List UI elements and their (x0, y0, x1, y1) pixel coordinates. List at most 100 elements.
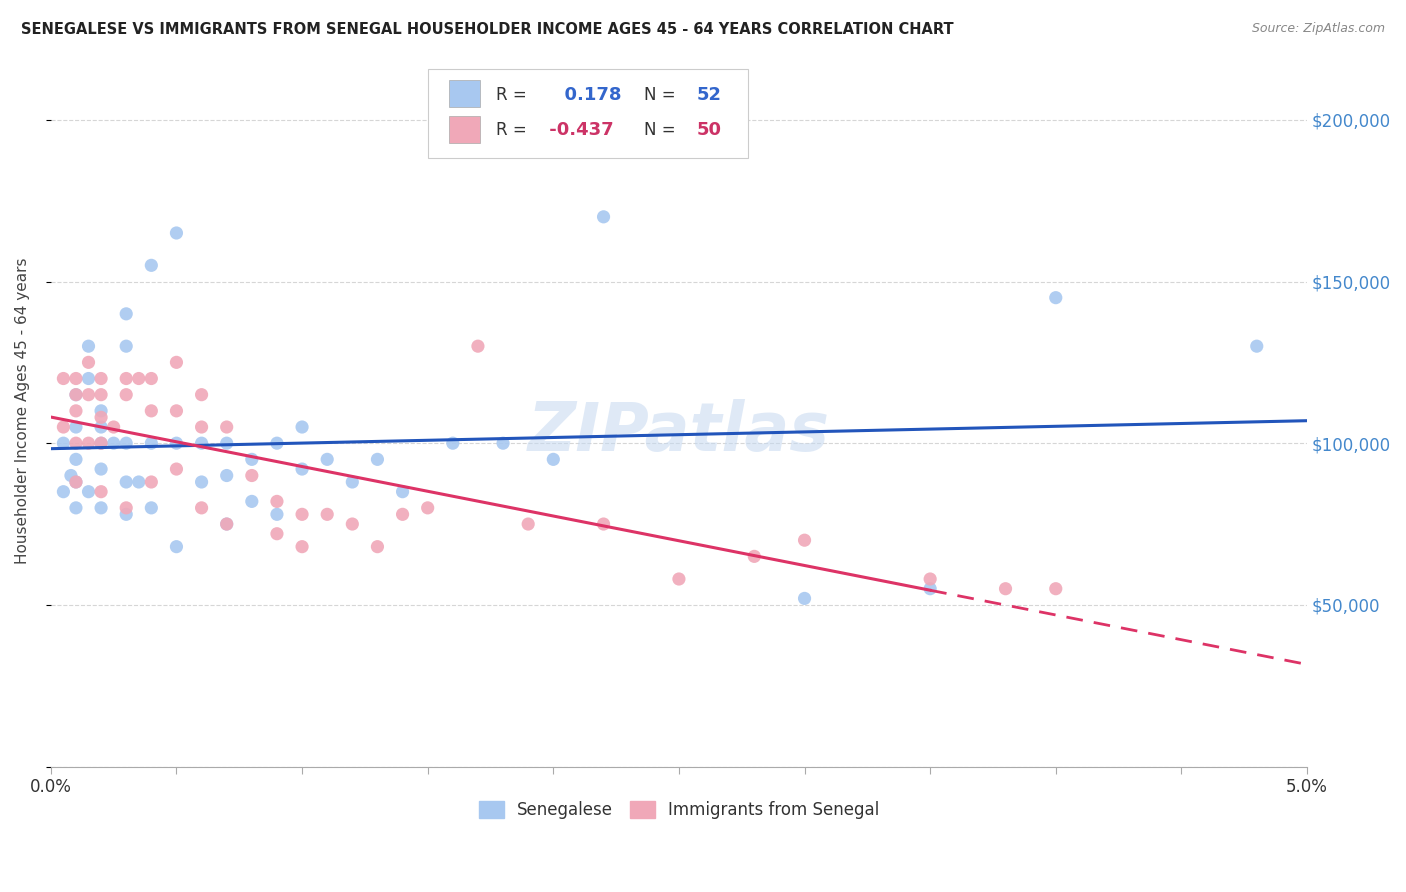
Point (141, 475, 163, 489)
Point (141, 371, 163, 385)
Point (65, 404, 87, 418)
Point (1246, 339, 1268, 353)
Point (115, 339, 138, 353)
Point (90, 371, 112, 385)
Point (291, 462, 314, 476)
Point (77, 484, 100, 499)
Text: 52: 52 (696, 86, 721, 103)
Point (467, 339, 489, 353)
Text: R =: R = (495, 86, 526, 103)
Point (920, 582, 942, 596)
Point (592, 210, 614, 224)
Point (994, 582, 1017, 596)
Point (141, 500, 163, 515)
Point (65, 387, 87, 401)
Point (215, 420, 238, 434)
Point (366, 452, 388, 467)
Point (115, 371, 138, 385)
Point (793, 591, 815, 606)
Text: N =: N = (644, 86, 675, 103)
Point (90, 420, 112, 434)
Point (240, 468, 263, 483)
Point (115, 387, 138, 401)
Text: 50: 50 (696, 121, 721, 139)
Point (793, 533, 815, 548)
Point (115, 436, 138, 450)
Point (266, 526, 288, 541)
Point (141, 404, 163, 418)
Point (165, 404, 187, 418)
Point (742, 549, 765, 564)
Text: N =: N = (644, 121, 675, 139)
Point (128, 371, 150, 385)
Point (342, 475, 364, 489)
Point (165, 540, 187, 554)
Point (266, 494, 288, 508)
Point (190, 387, 212, 401)
Point (115, 508, 138, 522)
Point (190, 475, 212, 489)
Point (165, 355, 187, 369)
Point (128, 475, 150, 489)
Point (65, 420, 87, 434)
Point (77, 387, 100, 401)
Bar (449, 116, 481, 143)
Text: ZIPatlas: ZIPatlas (527, 400, 830, 466)
Point (115, 500, 138, 515)
Point (90, 484, 112, 499)
Point (65, 436, 87, 450)
Point (1045, 291, 1067, 305)
Point (1045, 582, 1067, 596)
Point (291, 420, 314, 434)
Point (190, 500, 212, 515)
Point (266, 436, 288, 450)
Point (215, 468, 238, 483)
Point (103, 436, 125, 450)
Point (52, 420, 75, 434)
Point (668, 572, 690, 586)
Point (115, 475, 138, 489)
Point (65, 371, 87, 385)
Point (52, 484, 75, 499)
Point (90, 436, 112, 450)
Point (115, 307, 138, 321)
Text: 0.178: 0.178 (553, 86, 621, 103)
Bar (449, 80, 481, 107)
Point (342, 516, 364, 531)
Point (59, 468, 82, 483)
Point (266, 508, 288, 522)
Point (215, 516, 238, 531)
Point (391, 508, 413, 522)
Point (240, 452, 263, 467)
Point (77, 339, 100, 353)
Text: R =: R = (495, 121, 526, 139)
Text: -0.437: -0.437 (543, 121, 614, 139)
Text: SENEGALESE VS IMMIGRANTS FROM SENEGAL HOUSEHOLDER INCOME AGES 45 - 64 YEARS CORR: SENEGALESE VS IMMIGRANTS FROM SENEGAL HO… (21, 22, 953, 37)
Point (141, 436, 163, 450)
FancyBboxPatch shape (427, 70, 748, 158)
Point (920, 572, 942, 586)
Point (141, 258, 163, 272)
Point (65, 475, 87, 489)
Point (90, 387, 112, 401)
Point (592, 516, 614, 531)
Point (543, 452, 565, 467)
Y-axis label: Householder Income Ages 45 - 64 years: Householder Income Ages 45 - 64 years (15, 258, 30, 564)
Legend: Senegalese, Immigrants from Senegal: Senegalese, Immigrants from Senegal (472, 794, 886, 826)
Point (65, 500, 87, 515)
Point (90, 462, 112, 476)
Point (77, 371, 100, 385)
Point (291, 540, 314, 554)
Point (517, 516, 540, 531)
Point (492, 436, 515, 450)
Point (90, 404, 112, 418)
Text: Source: ZipAtlas.com: Source: ZipAtlas.com (1251, 22, 1385, 36)
Point (52, 371, 75, 385)
Point (77, 355, 100, 369)
Point (215, 516, 238, 531)
Point (190, 420, 212, 434)
Point (65, 387, 87, 401)
Point (291, 508, 314, 522)
Point (165, 436, 187, 450)
Point (77, 436, 100, 450)
